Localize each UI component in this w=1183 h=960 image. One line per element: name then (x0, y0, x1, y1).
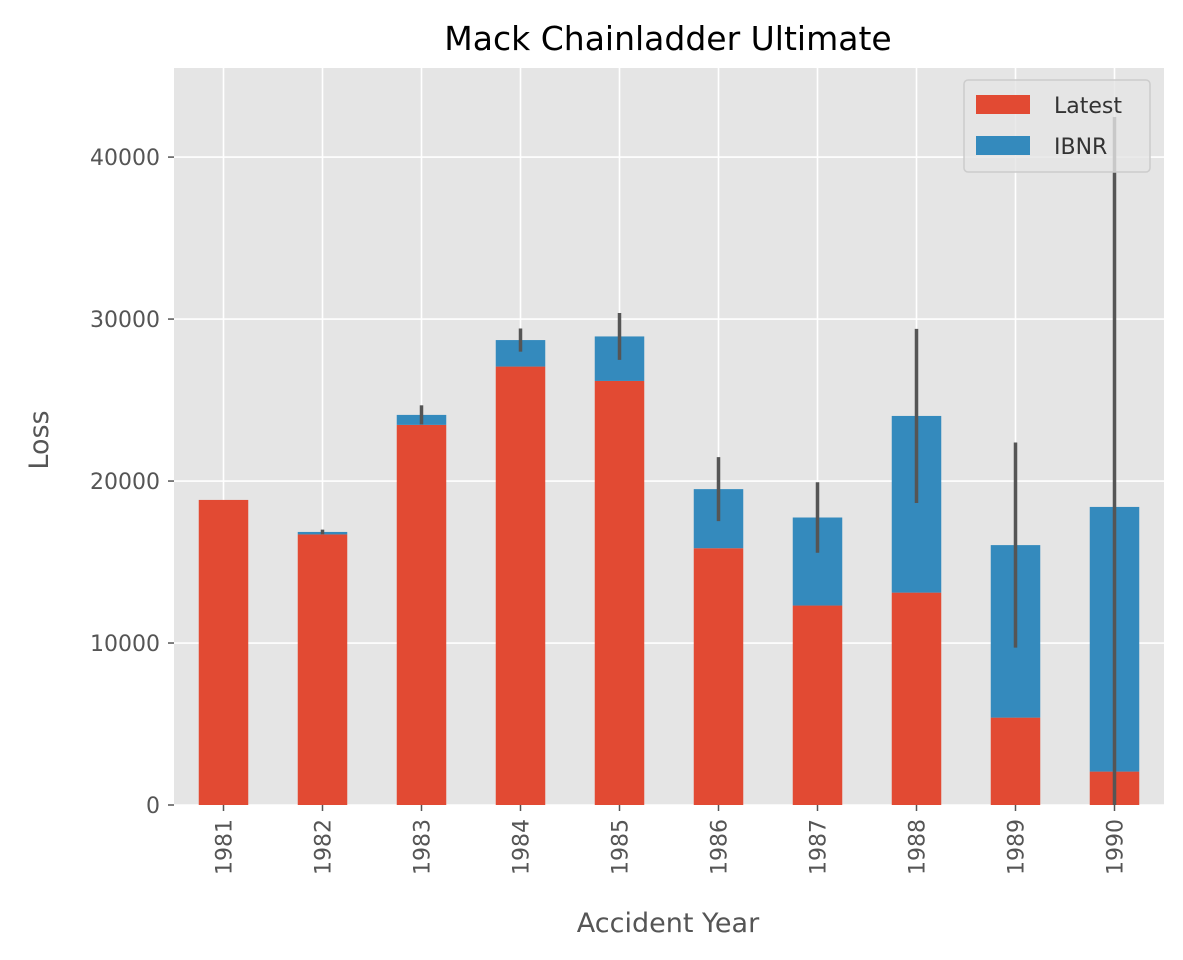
x-tick-label: 1986 (708, 819, 733, 875)
x-tick-label: 1989 (1005, 819, 1030, 875)
error-bars (320, 117, 1117, 805)
y-tick-label: 30000 (90, 308, 160, 333)
x-tick-label: 1984 (510, 819, 535, 875)
x-tick-label: 1982 (312, 819, 337, 875)
chart-title: Mack Chainladder Ultimate (444, 19, 891, 58)
y-tick-label: 20000 (90, 470, 160, 495)
legend-swatch-ibnr (976, 136, 1030, 155)
x-tick-label: 1981 (213, 819, 238, 875)
bar-latest-1984 (495, 366, 546, 805)
bar-latest-1985 (594, 380, 645, 805)
legend-label-ibnr: IBNR (1054, 135, 1107, 160)
bar-latest-1981 (198, 499, 249, 805)
bar-latest-1988 (891, 592, 942, 805)
y-tick-label: 0 (146, 794, 160, 819)
x-tick-label: 1985 (609, 819, 634, 875)
x-tick-label: 1988 (906, 819, 931, 875)
bar-latest-1989 (990, 717, 1041, 805)
legend-swatch-latest (976, 95, 1030, 114)
x-tick-label: 1990 (1104, 819, 1129, 875)
y-tick-label: 40000 (90, 146, 160, 171)
bar-latest-1987 (792, 605, 843, 805)
x-axis-ticks: 1981 1982 1983 1984 1985 1986 1987 1988 1989 1990 (213, 805, 1129, 875)
x-axis-label: Accident Year (577, 908, 760, 939)
y-axis-label: Loss (24, 410, 55, 469)
bar-latest-1986 (693, 548, 744, 805)
x-tick-label: 1987 (807, 819, 832, 875)
legend: Latest IBNR (963, 79, 1151, 173)
y-axis-ticks: 0 10000 20000 30000 40000 (90, 146, 174, 819)
bar-latest-1982 (297, 534, 348, 805)
bars (198, 336, 1140, 805)
bar-latest-1983 (396, 424, 447, 805)
x-tick-label: 1983 (411, 819, 436, 875)
legend-label-latest: Latest (1054, 94, 1122, 119)
y-tick-label: 10000 (90, 632, 160, 657)
